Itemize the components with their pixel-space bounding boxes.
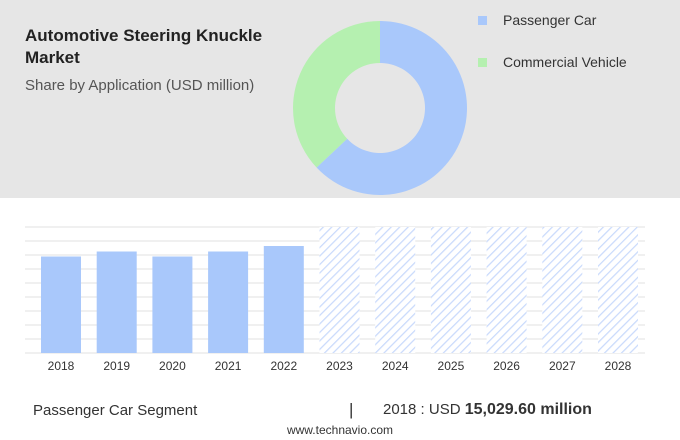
footer-value: 15,029.60 million xyxy=(464,401,592,418)
forecast-bar-2027 xyxy=(542,227,583,353)
bar-2021 xyxy=(208,251,249,353)
source-link[interactable]: www.technavio.com xyxy=(286,423,394,437)
legend-swatch-commercial-vehicle xyxy=(478,57,487,67)
legend-label-passenger-car: Passenger Car xyxy=(503,12,597,28)
legend: Passenger Car Commercial Vehicle xyxy=(478,10,627,94)
x-tick-label-2028: 2028 xyxy=(605,359,632,373)
chart-subtitle: Share by Application (USD million) xyxy=(25,77,255,94)
forecast-bar-2025 xyxy=(430,227,471,353)
donut-chart xyxy=(293,21,467,195)
footer-value-line: 2018 : USD 15,029.60 million xyxy=(383,401,592,419)
bar-2022 xyxy=(263,246,304,353)
legend-item-passenger-car: Passenger Car xyxy=(478,10,627,30)
forecast-bar-2023 xyxy=(319,227,360,353)
donut-slice-passenger-car xyxy=(316,21,467,195)
x-tick-label-2019: 2019 xyxy=(103,359,130,373)
forecast-bar-2024 xyxy=(375,227,416,353)
x-tick-label-2022: 2022 xyxy=(270,359,297,373)
bar-2020 xyxy=(152,256,193,353)
x-tick-label-2027: 2027 xyxy=(549,359,576,373)
footer-segment: Passenger Car Segment xyxy=(33,402,198,419)
forecast-bar-2026 xyxy=(486,227,527,353)
legend-label-commercial-vehicle: Commercial Vehicle xyxy=(503,54,627,70)
legend-item-commercial-vehicle: Commercial Vehicle xyxy=(478,52,627,72)
x-tick-label-2021: 2021 xyxy=(215,359,242,373)
x-tick-label-2026: 2026 xyxy=(493,359,520,373)
x-tick-label-2024: 2024 xyxy=(382,359,409,373)
x-tick-label-2018: 2018 xyxy=(48,359,75,373)
x-tick-label-2023: 2023 xyxy=(326,359,353,373)
footer-year-label: 2018 : USD xyxy=(383,401,461,418)
x-tick-label-2025: 2025 xyxy=(438,359,465,373)
bar-2019 xyxy=(96,251,137,353)
bar-chart: 2018 2019 2020 2021 2022 2023 2024 2025 2026 2027… xyxy=(25,226,645,373)
x-tick-label-2020: 2020 xyxy=(159,359,186,373)
forecast-bar-2028 xyxy=(598,227,638,353)
footer-separator: | xyxy=(349,400,354,419)
chart-title: Automotive Steering Knuckle Market xyxy=(25,26,263,67)
donut-slice-commercial-vehicle xyxy=(293,21,380,168)
legend-swatch-passenger-car xyxy=(478,15,487,25)
bar-2018 xyxy=(41,256,81,353)
